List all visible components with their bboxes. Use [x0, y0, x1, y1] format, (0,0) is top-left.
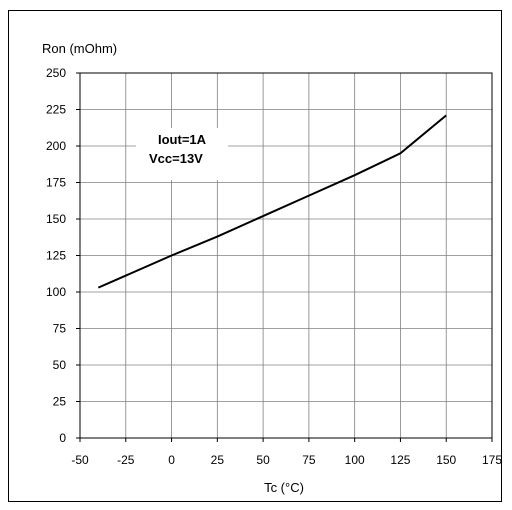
annotation-background [136, 128, 228, 180]
y-tick-label: 75 [53, 322, 67, 336]
y-tick-label: 125 [46, 249, 66, 263]
y-tick-labels: 0 25 50 75 100 125 150 175 200 225 250 [46, 66, 80, 445]
x-axis-label: Tc (°C) [264, 480, 304, 495]
series [97, 114, 447, 289]
y-tick-label: 175 [46, 176, 66, 190]
y-tick-label: 250 [46, 66, 66, 80]
y-tick-label: 150 [46, 212, 66, 226]
annotation-current: Iout=1A [158, 132, 207, 147]
y-tick-label: 50 [53, 358, 67, 372]
y-tick-label: 0 [59, 431, 66, 445]
annotation-voltage: Vcc=13V [149, 151, 203, 166]
x-tick-label: 175 [482, 453, 502, 467]
x-tick-label: 125 [390, 453, 410, 467]
y-tick-label: 200 [46, 139, 66, 153]
x-tick-label: 25 [211, 453, 225, 467]
x-tick-label: -50 [71, 453, 89, 467]
x-tick-label: 150 [436, 453, 456, 467]
y-tick-label: 225 [46, 103, 66, 117]
chart-frame [8, 10, 502, 502]
x-tick-label: 0 [168, 453, 175, 467]
series-line [97, 114, 447, 289]
x-tick-label: 100 [345, 453, 365, 467]
y-axis-label: Ron (mOhm) [42, 41, 117, 56]
y-tick-label: 25 [53, 395, 67, 409]
x-tick-labels: -50 -25 0 25 50 75 100 125 150 175 [71, 438, 502, 467]
grid [80, 73, 492, 438]
x-tick-label: 50 [256, 453, 270, 467]
x-tick-label: 75 [302, 453, 316, 467]
y-tick-label: 100 [46, 285, 66, 299]
x-tick-label: -25 [117, 453, 135, 467]
